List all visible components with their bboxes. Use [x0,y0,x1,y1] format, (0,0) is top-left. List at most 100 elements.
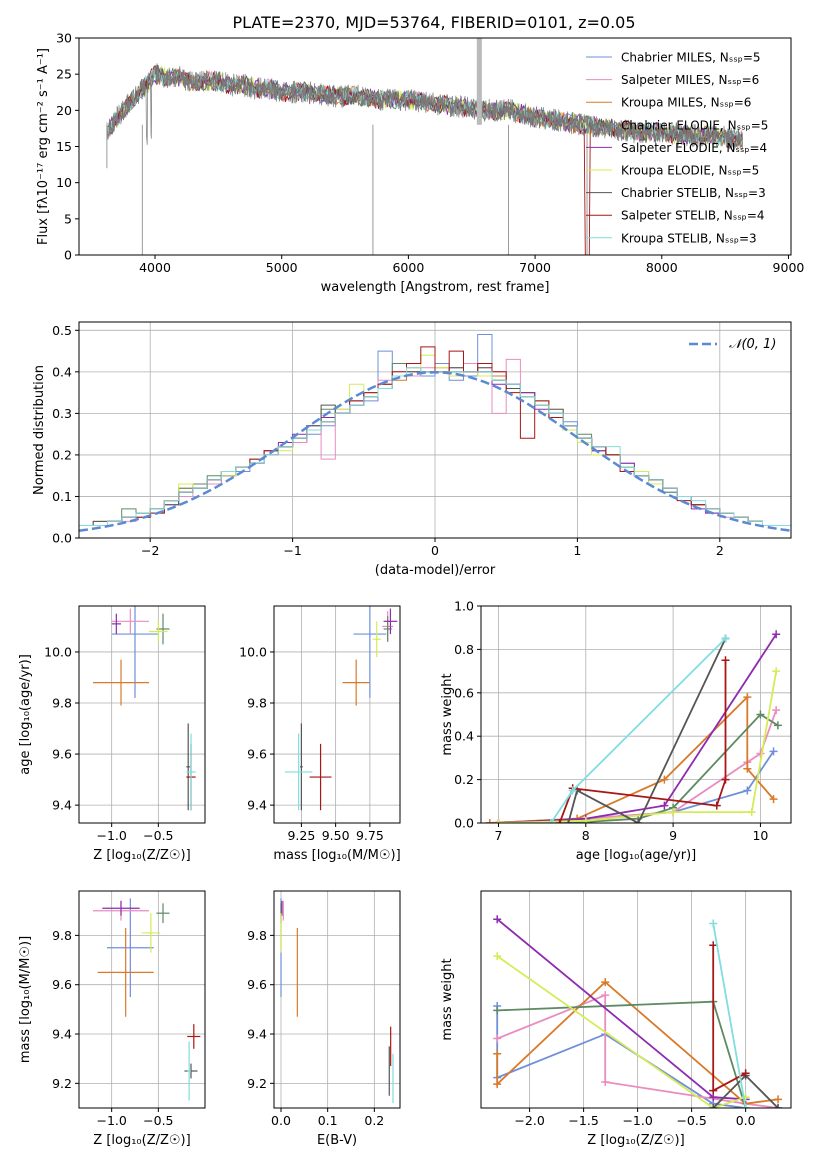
weight-marker [493,915,502,924]
x-tick-label: 0.0 [271,1113,291,1128]
y-tick-label: 0.8 [454,642,474,657]
weight-marker [493,952,502,961]
y-tick-label: 0.4 [52,364,72,379]
plot-area [93,898,201,1101]
x-tick-label: 8 [582,828,590,843]
y-tick-label: 25 [56,67,72,82]
legend: 𝒩(0, 1) [689,337,776,352]
legend-label: 𝒩(0, 1) [729,337,776,352]
y-tick-label: 9.8 [52,928,72,943]
x-axis-label: wavelength [Angstrom, rest frame] [321,280,550,295]
x-tick-label: 7000 [519,260,551,275]
y-tick-label: 9.6 [247,977,267,992]
weight-marker [660,775,669,784]
panel-residuals: 𝒩(0, 1) −2 −1 0 1 2 0.0 0.1 0.2 0.3 0.4 0.5 (data-mo… [32,321,792,578]
x-tick-label: 0 [431,543,439,558]
weight-line-kroupa-elodie [498,670,778,823]
weight-line-chabrier-stelib [567,638,727,823]
y-tick-label: 0.0 [52,531,72,546]
errorbar-point [111,606,159,698]
x-tick-label: 5000 [266,260,298,275]
y-tick-label: 0.1 [52,489,72,504]
errorbar-point [186,723,191,811]
y-axis-label: mass weight [440,958,455,1040]
x-tick-label: 6000 [392,260,424,275]
x-tick-label: 4000 [139,260,171,275]
weight-marker [772,630,781,639]
axes-frame [480,890,792,1109]
y-tick-label: 30 [56,31,72,46]
errorbar-point [156,903,170,924]
observed-spectrum [106,63,744,151]
x-tick-label: −2 [141,543,159,558]
legend-label: Kroupa MILES, Nₛₛₚ=6 [621,96,751,110]
weight-line-salpeter-miles [489,709,778,823]
errorbar-point [93,659,149,706]
errorbar-point [149,621,168,642]
x-tick-label: −0.5 [143,828,173,843]
weight-line-salpeter-elodie [498,633,777,823]
x-axis-label: Z [log₁₀(Z/Z☉)] [93,848,190,863]
x-axis-label: mass [log₁₀(M/M☉)] [273,848,400,863]
x-tick-label: −1.0 [96,1113,126,1128]
x-tick-label: −0.5 [676,1113,706,1128]
legend-label: Kroupa ELODIE, Nₛₛₚ=5 [621,164,759,178]
panel-age_vs_mass: 9.25 9.50 9.75 9.4 9.6 9.8 10.0 mass [log₁₀(M/M… [239,605,401,863]
weight-marker [721,656,730,665]
axes-frame [78,890,206,1109]
y-tick-label: 0.3 [52,406,72,421]
weight-marker [634,819,643,823]
x-tick-label: 0.1 [318,1113,338,1128]
y-tick-label: 9.4 [247,1027,267,1042]
weight-marker [709,919,718,928]
weight-marker [756,710,765,719]
weight-marker [493,1049,502,1058]
y-tick-label: 0.6 [454,685,474,700]
weight-marker [601,1077,610,1086]
y-axis-label: Flux [fλ10⁻¹⁷ erg cm⁻² s⁻¹ A⁻¹] [36,48,51,245]
errorbar-point [300,723,303,811]
legend-label: Salpeter ELODIE, Nₛₛₚ=4 [621,141,767,155]
y-axis-label: mass [log₁₀(M/M☉)] [18,936,33,1063]
errorbar-point [97,927,154,1017]
x-tick-label: −0.5 [143,1113,173,1128]
y-axis-label: Normed distribution [32,365,47,495]
x-tick-label: 0.0 [736,1113,756,1128]
weight-marker [743,764,752,773]
panel-weight_vs_Z: −2.0 −1.5 −1.0 −0.5 0.0 Z [log₁₀(Z/Z☉)] mass w… [440,890,792,1148]
errorbar-point [107,898,154,998]
weight-marker [709,1086,718,1095]
x-tick-label: 9 [669,828,677,843]
x-tick-label: 8000 [646,260,678,275]
panel-mass_vs_EBV: 0.0 0.1 0.2 9.2 9.4 9.6 9.8 E(B-V) [247,890,401,1148]
errorbar-point [186,733,196,811]
weight-marker [555,819,564,823]
weight-marker [493,1006,502,1015]
plot-area [485,630,782,823]
x-axis-label: Z [log₁₀(Z/Z☉)] [93,1133,190,1148]
plot-area [280,898,394,1104]
weight-marker [769,795,778,804]
y-tick-label: 10 [56,175,72,190]
panel-age_vs_Z: −1.0 −0.5 9.4 9.6 9.8 10.0 Z [log₁₀(Z/Z☉)] age … [18,605,206,863]
legend-label: Salpeter STELIB, Nₛₛₚ=4 [621,209,765,223]
errorbar-point [342,659,370,706]
weight-marker [669,808,678,817]
weight-marker [721,775,730,784]
axes-frame [480,605,792,824]
weight-marker [546,819,555,823]
y-tick-label: 9.4 [52,1027,72,1042]
weight-marker [773,721,782,730]
y-tick-label: 1.0 [454,599,474,614]
errorbar-point [284,733,313,811]
y-tick-label: 9.4 [52,798,72,813]
errorbar-point [187,1024,201,1049]
x-tick-label: −2.0 [514,1113,544,1128]
errorbar-point [111,613,121,635]
errorbar-point [141,913,161,953]
weight-marker [568,786,577,795]
plot-area [93,606,196,811]
y-tick-label: 0.0 [454,816,474,831]
errorbar-point [111,608,149,635]
